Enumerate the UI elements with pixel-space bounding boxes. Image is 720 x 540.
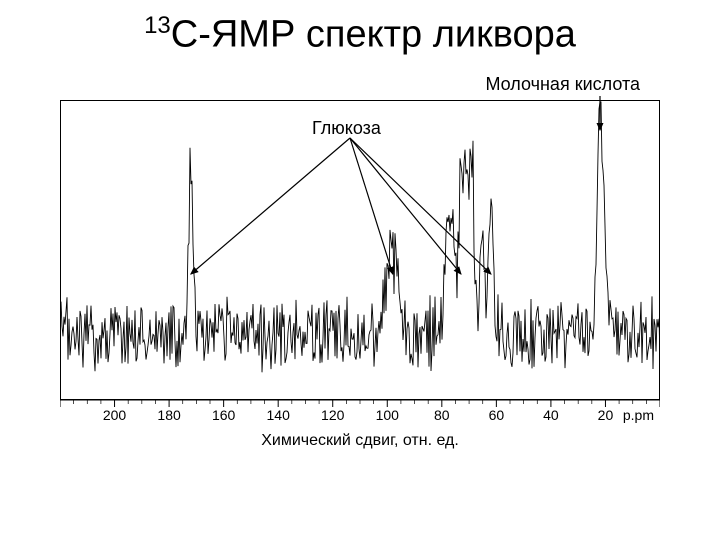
x-tick-label: 160 [212,407,236,423]
x-tick-label: 20 [598,407,614,423]
x-axis-label: Химический сдвиг, отн. ед. [0,432,720,450]
ppm-unit-label: p.pm [623,407,654,423]
spectrum-plot: 200 180 160 140 120 100 80 60 40 20 p.pm [60,100,660,430]
label-lactic-acid: Молочная кислота [485,74,640,95]
spectrum-trace [60,102,660,372]
x-tick-label: 60 [489,407,505,423]
x-tick-label: 200 [103,407,127,423]
title-superscript: 13 [144,12,171,39]
slide-title: 13С-ЯМР спектр ликвора [0,12,720,57]
x-tick-label: 100 [376,407,400,423]
x-tick-label: 180 [157,407,181,423]
x-tick-label: 120 [321,407,345,423]
title-main: С-ЯМР спектр ликвора [171,14,576,56]
x-tick-label: 80 [434,407,450,423]
x-tick-label: 140 [267,407,291,423]
x-tick-label: 40 [543,407,559,423]
